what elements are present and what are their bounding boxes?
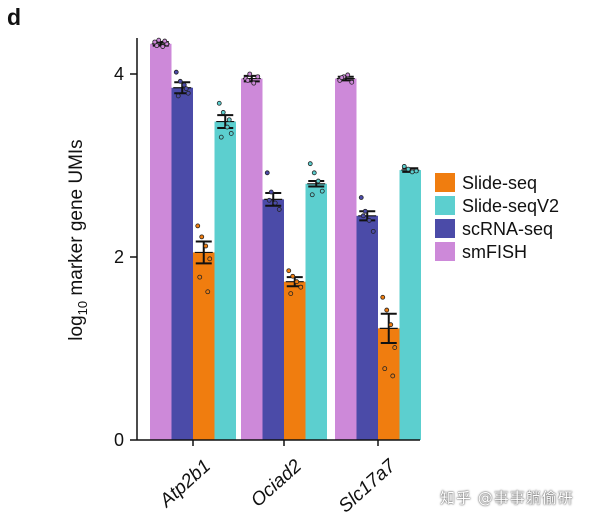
bar-slc17a7-smfish — [335, 78, 357, 440]
data-point — [311, 170, 317, 176]
data-point — [177, 78, 183, 84]
bar-slc17a7-slide-seq — [378, 328, 400, 440]
data-point — [362, 208, 368, 214]
data-point — [345, 72, 351, 78]
data-point — [388, 322, 394, 328]
panel-label: d — [7, 4, 22, 30]
data-point — [366, 217, 372, 223]
data-point — [349, 79, 355, 85]
y-tick-label-2: 2 — [114, 247, 124, 267]
data-point — [224, 124, 230, 130]
data-point — [286, 268, 292, 274]
data-point — [181, 82, 187, 88]
data-point — [199, 234, 205, 240]
legend-swatch-slide-seqv2 — [435, 196, 455, 215]
data-point — [185, 90, 191, 96]
y-tick-label-4: 4 — [114, 64, 124, 84]
error-bar-slc17a7-slide-seq — [379, 312, 398, 345]
data-point — [226, 117, 232, 123]
bar-ociad2-scrna-seq — [262, 199, 284, 440]
data-point — [405, 166, 411, 172]
data-point — [268, 189, 274, 195]
bar-atp2b1-slide-seqv2 — [214, 121, 236, 440]
data-point — [203, 243, 209, 249]
bar-slc17a7-scrna-seq — [356, 215, 378, 440]
y-axis-title: log10 marker gene UMIs — [66, 139, 90, 340]
data-point — [173, 69, 179, 75]
data-point — [309, 192, 315, 198]
x-tick-label-ociad2: Ociad2 — [247, 455, 306, 511]
legend-swatch-slide-seq — [435, 173, 455, 192]
data-point — [228, 131, 234, 136]
data-point — [154, 43, 160, 49]
y-axis-title-subscript: 10 — [75, 301, 90, 315]
data-point — [294, 279, 300, 285]
data-point — [216, 100, 222, 106]
bar-ociad2-smfish — [241, 78, 263, 440]
legend-label-slide-seqv2: Slide-seqV2 — [462, 196, 559, 216]
bar-atp2b1-scrna-seq — [171, 87, 193, 440]
data-point — [290, 273, 296, 279]
legend-label-smfish: smFISH — [462, 242, 527, 262]
data-point — [392, 345, 398, 350]
data-point — [390, 373, 396, 379]
legend-label-slide-seq: Slide-seq — [462, 173, 537, 193]
data-point — [401, 164, 407, 169]
data-point — [384, 307, 390, 313]
data-point — [251, 80, 257, 86]
legend-label-scrna-seq: scRNA-seq — [462, 219, 553, 239]
legend-swatch-scrna-seq — [435, 219, 455, 238]
y-axis-title-rest: marker gene UMIs — [66, 139, 87, 301]
data-point — [175, 93, 181, 99]
data-point — [298, 284, 304, 290]
data-point — [358, 195, 364, 200]
data-point — [380, 294, 386, 300]
data-point — [315, 178, 321, 184]
bar-atp2b1-smfish — [150, 43, 172, 441]
data-point — [247, 71, 253, 77]
data-point — [288, 291, 294, 297]
data-point — [195, 223, 201, 229]
data-point — [264, 170, 270, 176]
data-point — [156, 37, 162, 43]
bar-ociad2-slide-seqv2 — [305, 183, 327, 441]
data-point — [360, 213, 366, 219]
bar-slc17a7-slide-seqv2 — [399, 170, 421, 440]
x-tick-label-atp2b1: Atp2b1 — [155, 456, 215, 513]
y-tick-label-0: 0 — [114, 430, 124, 450]
bar-ociad2-slide-seq — [284, 281, 306, 440]
data-point — [162, 38, 168, 44]
data-point — [220, 110, 226, 115]
data-point — [160, 44, 166, 49]
legend-layer: Slide-seq Slide-seqV2 scRNA-seq smFISH — [435, 173, 559, 262]
data-point — [370, 228, 376, 234]
bars-layer — [150, 37, 421, 441]
data-point — [245, 78, 251, 83]
data-point — [266, 197, 272, 203]
data-point — [218, 134, 224, 140]
data-point — [255, 74, 261, 80]
x-tick-label-slc17a7: Slc17a7 — [335, 455, 401, 518]
data-point — [276, 207, 282, 212]
data-point — [413, 168, 419, 174]
data-point — [183, 86, 189, 92]
data-point — [307, 161, 313, 167]
data-point — [339, 75, 345, 81]
data-point — [205, 289, 211, 295]
data-point — [197, 274, 203, 280]
data-point — [207, 256, 213, 262]
watermark: 知乎 @事事躺偷研 — [440, 489, 574, 507]
data-point — [382, 366, 388, 372]
data-point — [272, 200, 278, 206]
bar-atp2b1-slide-seq — [193, 252, 215, 440]
legend-swatch-smfish — [435, 242, 455, 261]
data-point — [409, 169, 415, 175]
y-axis-title-main: log — [66, 315, 87, 340]
data-point — [319, 188, 325, 194]
data-point — [152, 39, 158, 45]
